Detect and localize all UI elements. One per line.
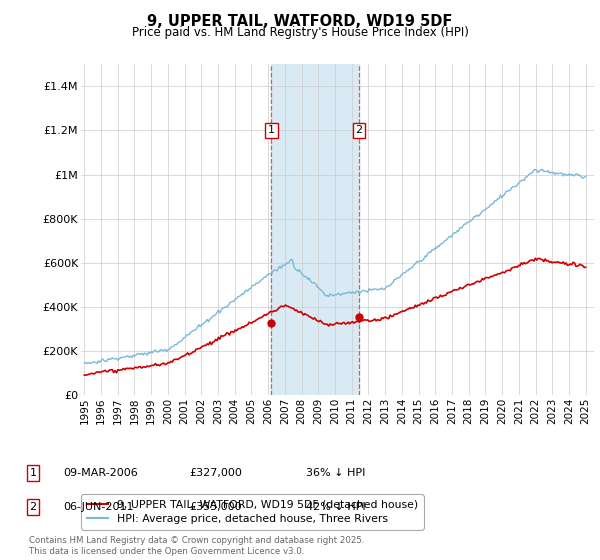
Text: 42% ↓ HPI: 42% ↓ HPI [306,502,365,512]
Text: 1: 1 [268,125,275,136]
Bar [271,64,359,395]
Text: £355,000: £355,000 [189,502,242,512]
Text: 2: 2 [29,502,37,512]
Text: £327,000: £327,000 [189,468,242,478]
Text: 36% ↓ HPI: 36% ↓ HPI [306,468,365,478]
Text: Price paid vs. HM Land Registry's House Price Index (HPI): Price paid vs. HM Land Registry's House … [131,26,469,39]
Legend: 9, UPPER TAIL, WATFORD, WD19 5DF (detached house), HPI: Average price, detached : 9, UPPER TAIL, WATFORD, WD19 5DF (detach… [81,494,424,530]
Text: 06-JUN-2011: 06-JUN-2011 [63,502,133,512]
Text: Contains HM Land Registry data © Crown copyright and database right 2025.
This d: Contains HM Land Registry data © Crown c… [29,536,364,556]
Text: 1: 1 [29,468,37,478]
Text: 9, UPPER TAIL, WATFORD, WD19 5DF: 9, UPPER TAIL, WATFORD, WD19 5DF [148,14,452,29]
Text: 2: 2 [355,125,362,136]
Text: 09-MAR-2006: 09-MAR-2006 [63,468,138,478]
